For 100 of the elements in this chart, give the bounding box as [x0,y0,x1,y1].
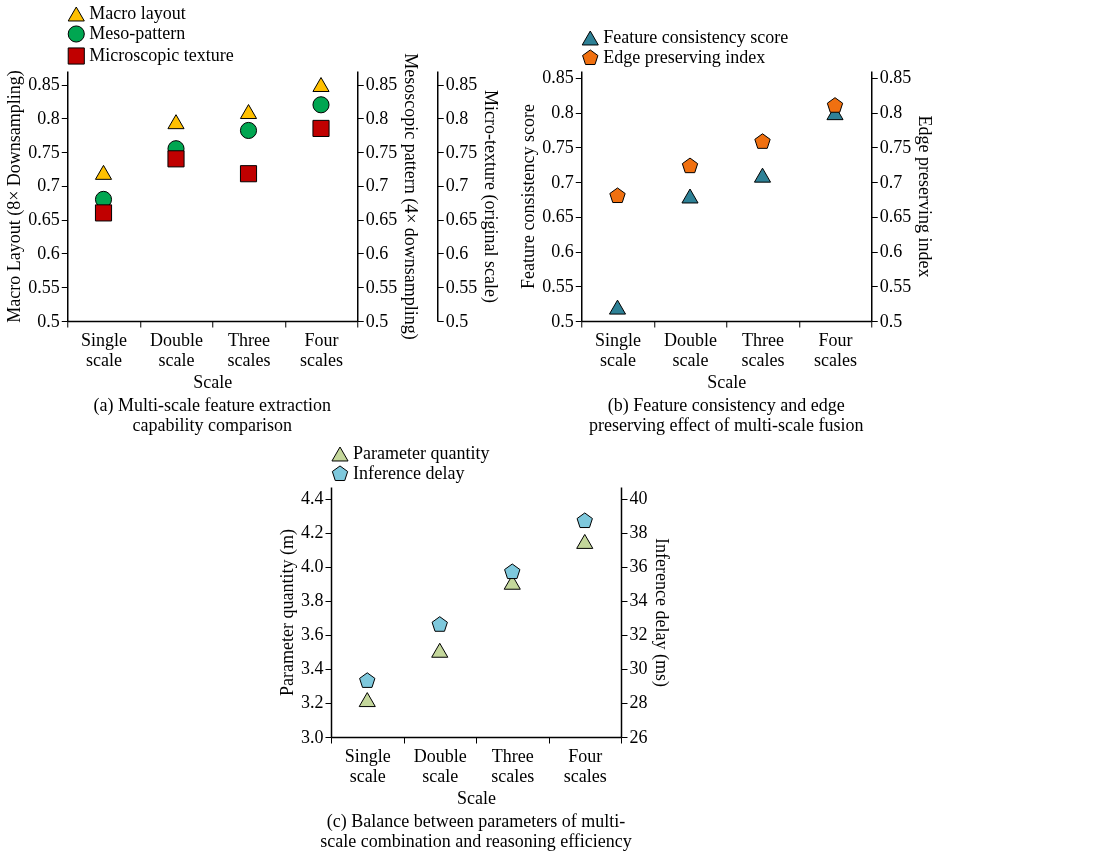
y-tick-label: 0.85 [542,67,574,88]
y-tick-label: 0.8 [551,102,574,123]
y-tick-label: 0.75 [542,136,574,157]
point [608,299,627,315]
point [239,104,258,120]
y-tick-label: 0.65 [542,206,574,227]
point [431,642,449,658]
y2-tick-label: 0.65 [879,206,912,227]
y2-tick-label: 0.85 [879,67,912,88]
y2-tick-label: 0.75 [879,136,912,157]
y-tick-label: 0.6 [37,242,60,263]
y3-tick-label: 0.65 [445,209,478,230]
point [167,114,185,130]
y2-tick-label: 0.6 [365,242,389,263]
y-tick-label: 3.2 [301,692,324,713]
y-tick-label: 3.4 [301,658,324,679]
y3-tick-label: 0.85 [445,74,478,95]
y2-tick-label: 0.85 [365,74,398,95]
y2-tick-label: 0.7 [879,171,903,192]
point [753,167,772,183]
y-tick-label: 3.6 [301,624,324,645]
y-tick-label: 4.0 [301,556,324,577]
point [312,77,330,92]
y2-tick-label: 34 [629,590,648,611]
point [167,150,185,168]
y-tick-label: 0.65 [28,209,60,230]
x-tick-label: Three scales [741,329,785,370]
x-tick-label: Four scales [814,329,857,370]
y-tick-label: 0.7 [37,175,60,196]
point [239,121,258,140]
y-tick-label: 0.55 [28,276,60,297]
legend-label: Feature consistency score [603,27,789,47]
y2-tick-label: 36 [629,556,648,577]
x-axis-title: Scale [457,787,496,808]
y2-axis-title: Edge preserving index [915,115,936,278]
y2-tick-label: 30 [629,658,648,679]
x-tick-label: Three scales [491,745,535,786]
point [681,157,699,174]
point [609,187,626,204]
y2-tick-label: 28 [629,692,648,713]
y-tick-label: 0.8 [37,107,60,128]
x-tick-label: Single scale [594,329,642,370]
legend-label: Inference delay [353,463,465,483]
y2-tick-label: 0.55 [879,275,912,296]
point [94,164,113,180]
x-tick-label: Single scale [344,745,391,786]
point [826,97,844,113]
y2-tick-label: 0.55 [365,276,398,297]
x-tick-label: Four scales [563,745,607,786]
y2-tick-label: 40 [629,488,648,509]
y3-axis-title: Micro-texture (original scale) [480,90,502,303]
y-tick-label: 4.4 [301,488,324,509]
y3-tick-label: 0.7 [445,175,469,196]
y2-tick-label: 0.8 [365,107,389,128]
point [312,119,330,137]
text: (b) Feature consistency and edge preserving effect of multi-scale fusion [588,395,864,435]
y3-tick-label: 0.8 [445,107,469,128]
y-tick-label: 0.6 [551,241,574,262]
legend-label: Meso-pattern [89,23,186,43]
legend-label: Edge preserving index [603,47,766,67]
y-axis-title: Macro Layout (8× Downsampling) [4,70,26,323]
point [359,672,376,688]
y2-tick-label: 26 [629,726,648,747]
y2-axis-title: Inference delay (ms) [650,538,672,687]
y-tick-label: 0.75 [28,141,60,162]
x-axis-title: Scale [707,371,747,392]
y3-tick-label: 0.5 [445,310,469,331]
point [312,96,330,114]
point [504,563,521,580]
y2-tick-label: 0.65 [365,209,398,230]
y2-tick-label: 0.5 [365,310,389,331]
y2-tick-label: 32 [629,624,648,645]
y3-tick-label: 0.75 [445,141,478,162]
text: (a) Multi-scale feature extraction capability comparison [93,395,331,435]
y2-tick-label: 0.6 [879,241,903,262]
point [358,692,376,708]
y-tick-label: 3.8 [301,590,324,611]
y2-tick-label: 38 [629,522,648,543]
y2-tick-label: 0.8 [879,102,903,123]
x-tick-label: Single scale [80,329,128,370]
y-tick-label: 4.2 [301,522,324,543]
y-axis-title: Parameter quantity (m) [277,529,298,696]
x-tick-label: Four scales [300,329,343,370]
y-tick-label: 0.5 [551,310,574,331]
point [576,533,594,549]
y-axis-title: Feature consistency score [518,104,539,289]
point [576,512,593,529]
y2-tick-label: 0.5 [879,310,903,331]
y2-tick-label: 0.7 [365,175,389,196]
point [94,204,113,222]
y2-tick-label: 0.75 [365,141,398,162]
x-tick-label: Double scale [664,329,717,370]
x-axis-title: Scale [193,371,233,392]
y3-tick-label: 0.55 [445,276,478,297]
point [431,616,448,632]
point [239,165,258,183]
y-tick-label: 0.85 [28,74,60,95]
y2-axis-title: Mesoscopic pattern (4× downsampling) [400,53,422,340]
legend-label: Parameter quantity [353,443,490,463]
x-tick-label: Double scale [150,329,203,370]
